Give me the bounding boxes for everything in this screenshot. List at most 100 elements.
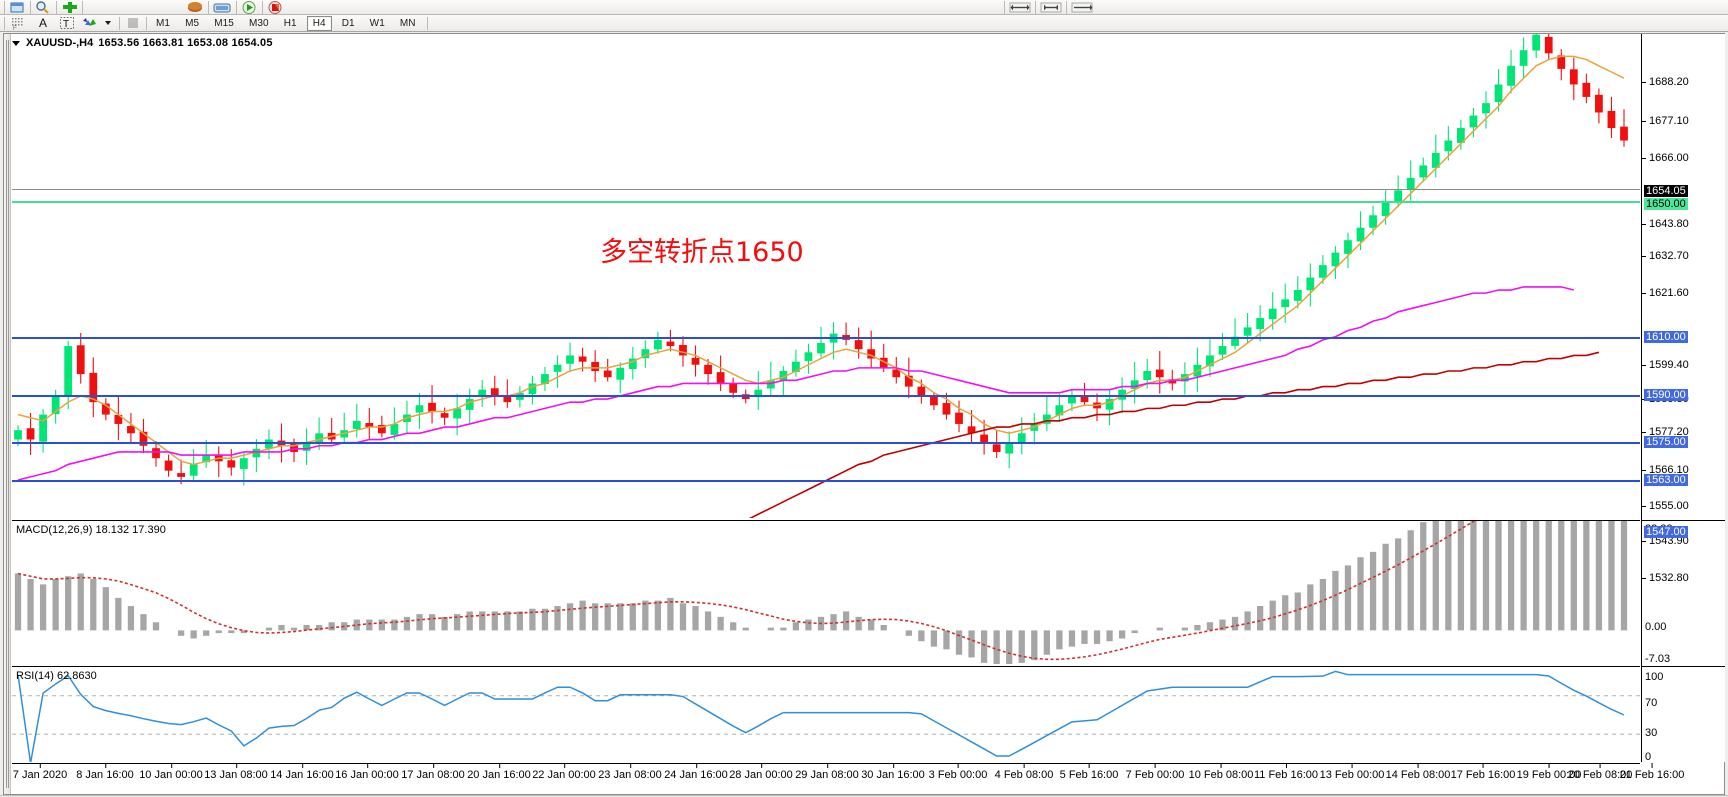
zoom-in-icon[interactable] (1009, 0, 1031, 14)
time-axis-tick: 14 Jan 16:00 (270, 763, 334, 781)
chart-menu-caret-icon[interactable] (12, 40, 20, 46)
axis-tick-1621-60: 1621.60 (1642, 287, 1689, 299)
time-axis[interactable]: 7 Jan 2020 8 Jan 16:00 10 Jan 00:00 13 Jan … (12, 763, 1684, 794)
objects-dropdown-arrow-icon[interactable] (101, 16, 115, 30)
chart-ohlc-values: 1653.56 1663.81 1653.08 1654.05 (98, 37, 273, 49)
timeframe-button-m1[interactable]: M1 (156, 17, 171, 29)
axis-price-tag-1654-05[interactable]: 1654.05 (1644, 185, 1688, 197)
time-tick-stub (1155, 763, 1156, 768)
timeframe-group: M1 M5 M15 M30 H1 H4 D1 W1 MN (151, 15, 421, 31)
price-level-line-1590-00[interactable] (12, 395, 1640, 397)
rsi-indicator-pane[interactable]: RSI(14) 62.8630 (12, 666, 1640, 762)
bar-chart-icon[interactable] (124, 16, 142, 30)
axis-price-tag-1650-00[interactable]: 1650.00 (1644, 198, 1688, 210)
time-tick-stub (696, 763, 697, 768)
time-tick-stub (499, 763, 500, 768)
axis-tick-1543-90: 1543.90 (1642, 535, 1689, 547)
time-axis-tick: 20 Feb 08:00 (1568, 763, 1632, 781)
timeframe-button-d1[interactable]: D1 (341, 17, 355, 29)
text-label-icon[interactable]: A (38, 16, 47, 30)
rsi-label: RSI(14) 62.8630 (16, 670, 97, 682)
axis-divider-macd (1642, 520, 1725, 521)
axis-price-tag-1590-00[interactable]: 1590.00 (1644, 389, 1688, 401)
play-green-icon[interactable] (241, 0, 258, 14)
time-axis-tick: 3 Feb 00:00 (929, 763, 987, 781)
timeframe-button-w1[interactable]: W1 (369, 17, 385, 29)
time-tick-stub (761, 763, 762, 768)
draw-and-timeframe-toolbar: F A T (0, 15, 1728, 32)
price-chart-pane[interactable]: 多空转折点1650 (12, 34, 1640, 518)
time-tick-stub (958, 763, 959, 768)
chart-text-annotation[interactable]: 多空转折点1650 (600, 237, 804, 268)
macd-axis-tick-0_00: 0.00 (1645, 621, 1667, 633)
toolbar-separator (236, 0, 237, 14)
terminal-icon[interactable] (213, 0, 232, 14)
toolbar-separator (1004, 0, 1005, 14)
svg-text:T: T (63, 19, 69, 30)
timeframe-button-h1[interactable]: H1 (283, 17, 297, 29)
time-tick-stub (1600, 763, 1601, 768)
timeframe-button-m30[interactable]: M30 (248, 17, 269, 29)
rsi-axis-tick-30: 30 (1645, 727, 1658, 739)
timeframe-button-h4[interactable]: H4 (306, 15, 332, 31)
time-tick-stub (433, 763, 434, 768)
time-axis-tick: 5 Feb 16:00 (1060, 763, 1118, 781)
axis-tick-1688-20: 1688.20 (1642, 76, 1689, 88)
time-axis-tick: 21 Feb 16:00 (1620, 763, 1684, 781)
axis-tick-1566-10: 1566.10 (1642, 464, 1689, 476)
add-green-plus-icon[interactable] (61, 0, 78, 14)
macd-histogram-layer (14, 521, 1628, 664)
price-level-line-1563-00[interactable] (12, 480, 1640, 482)
price-level-line-1610-00[interactable] (12, 337, 1640, 339)
new-order-icon[interactable] (9, 0, 26, 14)
zoom-out-icon[interactable] (1040, 0, 1062, 14)
stop-red-icon[interactable] (267, 0, 284, 14)
text-box-icon[interactable]: T (55, 16, 79, 30)
time-axis-tick: 23 Jan 08:00 (598, 763, 662, 781)
axis-tick-1677-10: 1677.10 (1642, 115, 1689, 127)
candlestick-and-ma-layer (14, 34, 1628, 518)
price-level-line-1654-05[interactable] (12, 189, 1640, 190)
window-scroll-grip[interactable] (4, 34, 11, 794)
rsi-axis-tick-70: 70 (1645, 697, 1658, 709)
rsi-line-layer (12, 670, 1640, 762)
axis-price-tag-1563-00[interactable]: 1563.00 (1644, 474, 1688, 486)
price-level-line-1650-00[interactable] (12, 201, 1640, 203)
time-tick-stub (1024, 763, 1025, 768)
price-level-line-1575-00[interactable] (12, 442, 1640, 444)
axis-price-tag-1575-00[interactable]: 1575.00 (1644, 436, 1688, 448)
shift-icon[interactable] (1071, 0, 1093, 14)
timeframe-button-m5[interactable]: M5 (185, 17, 200, 29)
time-tick-stub (40, 763, 41, 768)
time-tick-stub (630, 763, 631, 768)
top-toolbar (0, 0, 1728, 15)
time-axis-tick: 7 Jan 2020 (13, 763, 67, 781)
timeframe-button-mn[interactable]: MN (399, 17, 416, 29)
time-axis-tick: 19 Feb 00:00 (1517, 763, 1581, 781)
macd-indicator-pane[interactable]: MACD(12,26,9) 18.132 17.390 (12, 520, 1640, 664)
toolbar-separator (262, 0, 263, 14)
time-axis-tick: 8 Jan 16:00 (76, 763, 134, 781)
axis-tick-1577-20: 1577.20 (1642, 426, 1689, 438)
axis-price-tag-1610-00[interactable]: 1610.00 (1644, 331, 1688, 343)
magnifier-icon[interactable] (35, 0, 52, 14)
time-axis-tick: 14 Feb 08:00 (1386, 763, 1450, 781)
time-tick-stub (564, 763, 565, 768)
expert-advisor-icon[interactable] (187, 0, 204, 14)
time-axis-tick: 17 Feb 16:00 (1451, 763, 1515, 781)
time-axis-tick: 17 Jan 08:00 (401, 763, 465, 781)
time-axis-tick: 11 Feb 16:00 (1254, 763, 1318, 781)
time-tick-stub (893, 763, 894, 768)
axis-price-tag-1547-00[interactable]: 1547.00 (1644, 526, 1688, 538)
chart-window[interactable]: XAUUSD-,H4 1653.56 1663.81 1653.08 1654.… (3, 33, 1725, 795)
time-axis-tick: 22 Jan 00:00 (532, 763, 596, 781)
timeframe-button-m15[interactable]: M15 (214, 17, 234, 29)
axis-tick-1599-40: 1599.40 (1642, 359, 1689, 371)
crosshair-cursor-icon[interactable]: F (9, 16, 31, 30)
price-value-axis[interactable]: 1688.20 1677.10 1666.00 1643.80 1632.70 1621.… (1641, 34, 1725, 763)
rsi-axis-tick-0: 0 (1645, 751, 1652, 763)
chart-symbol-header: XAUUSD-,H4 1653.56 1663.81 1653.08 1654.… (12, 36, 273, 50)
time-axis-tick: 13 Feb 00:00 (1320, 763, 1384, 781)
objects-list-icon[interactable] (79, 16, 101, 30)
toolbar-separator (1035, 0, 1036, 14)
